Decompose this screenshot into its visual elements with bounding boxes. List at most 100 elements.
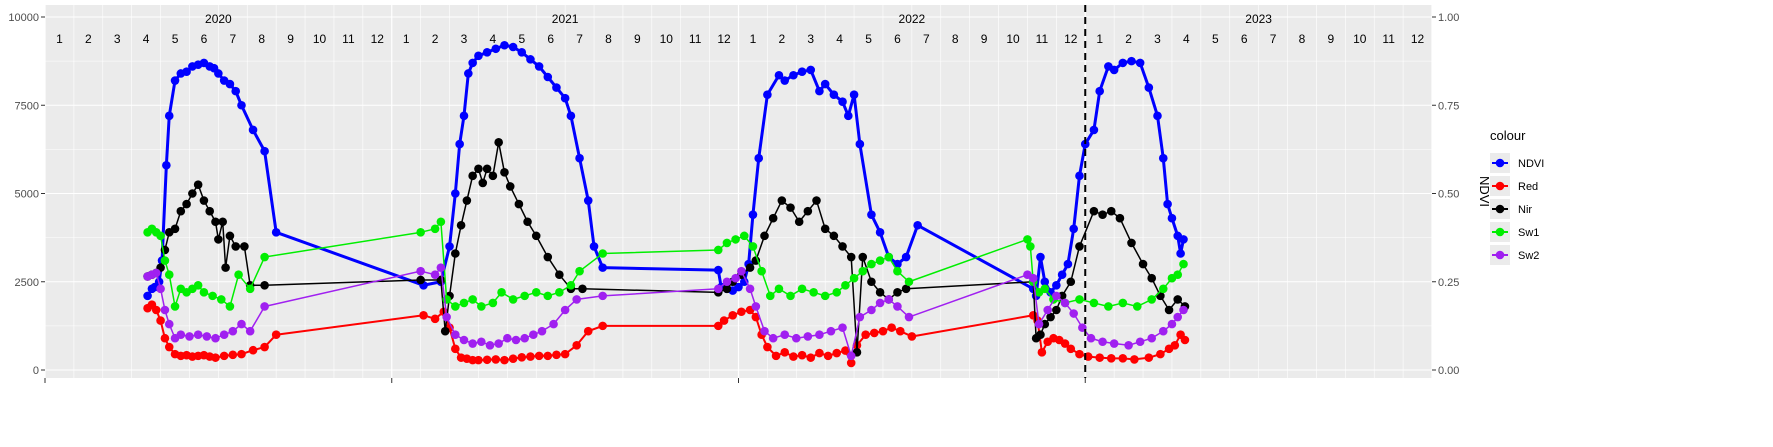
data-point-sw2 xyxy=(211,333,220,343)
data-point-red xyxy=(1144,353,1154,362)
data-point-nir xyxy=(456,220,466,230)
data-point-ndvi xyxy=(867,210,876,219)
data-point-red xyxy=(160,333,170,343)
data-point-nir xyxy=(777,196,787,205)
month-label: 5 xyxy=(172,32,179,46)
month-label: 9 xyxy=(981,32,988,46)
data-point-sw2 xyxy=(185,332,194,341)
data-point-sw2 xyxy=(1167,319,1177,329)
legend-item-nir: Nir xyxy=(1490,199,1532,219)
legend-label: Sw1 xyxy=(1518,227,1539,239)
data-point-ndvi xyxy=(797,67,807,77)
data-point-ndvi xyxy=(182,67,191,77)
legend-label: NDVI xyxy=(1518,158,1544,170)
data-point-sw1 xyxy=(820,291,830,301)
data-point-red xyxy=(832,348,842,358)
data-point-ndvi xyxy=(468,58,477,68)
data-point-nir xyxy=(182,199,191,209)
data-point-nir xyxy=(231,242,241,251)
data-point-ndvi xyxy=(849,90,859,99)
data-point-ndvi xyxy=(901,252,911,262)
data-point-sw1 xyxy=(1147,295,1157,304)
data-point-sw1 xyxy=(1023,235,1032,244)
data-point-ndvi xyxy=(552,83,561,92)
data-point-nir xyxy=(578,284,587,294)
data-point-sw2 xyxy=(1086,333,1096,343)
data-point-red xyxy=(870,328,879,338)
data-point-nir xyxy=(893,288,902,297)
data-point-red xyxy=(237,349,246,359)
data-point-nir xyxy=(440,326,450,336)
data-point-sw2 xyxy=(1043,305,1052,315)
data-point-red xyxy=(763,342,772,352)
legend-item-sw1: Sw1 xyxy=(1490,222,1539,242)
data-point-sw1 xyxy=(1179,259,1188,269)
data-point-ndvi xyxy=(815,86,824,96)
data-point-red xyxy=(878,326,888,336)
data-point-ndvi xyxy=(491,44,501,54)
data-point-sw2 xyxy=(260,302,269,311)
data-point-red xyxy=(780,348,790,357)
data-point-red xyxy=(1118,354,1128,363)
data-point-nir xyxy=(199,196,209,205)
year-label: 2022 xyxy=(899,12,926,26)
data-point-ndvi xyxy=(1057,270,1067,279)
data-point-nir xyxy=(514,199,524,209)
data-point-ndvi xyxy=(789,70,798,80)
y-tick-label-left: 10000 xyxy=(8,12,39,24)
month-label: 8 xyxy=(258,32,265,46)
data-point-sw1 xyxy=(555,288,564,297)
data-point-sw1 xyxy=(858,266,868,276)
data-point-ndvi xyxy=(844,111,853,121)
data-point-nir xyxy=(468,171,477,181)
data-point-sw2 xyxy=(1179,305,1188,315)
data-point-sw1 xyxy=(598,249,607,258)
data-point-sw1 xyxy=(731,235,740,244)
data-point-sw1 xyxy=(1158,284,1168,294)
month-label: 4 xyxy=(836,32,843,46)
data-point-red xyxy=(1180,335,1190,345)
data-point-nir xyxy=(221,263,230,272)
data-point-sw1 xyxy=(477,302,486,311)
data-point-ndvi xyxy=(748,210,758,219)
month-label: 12 xyxy=(717,32,731,46)
data-point-nir xyxy=(416,275,425,285)
data-point-red xyxy=(713,321,723,331)
data-point-sw1 xyxy=(722,238,732,248)
data-point-sw2 xyxy=(846,351,856,361)
data-point-sw2 xyxy=(503,333,512,343)
data-point-nir xyxy=(1052,305,1061,315)
month-label: 12 xyxy=(1064,32,1078,46)
data-point-ndvi xyxy=(1095,86,1104,96)
data-point-red xyxy=(887,323,896,332)
legend-key-point xyxy=(1495,158,1505,168)
month-label: 3 xyxy=(1154,32,1161,46)
data-point-nir xyxy=(1164,305,1174,315)
data-point-sw2 xyxy=(416,266,425,276)
data-point-sw2 xyxy=(1069,309,1078,318)
month-label: 8 xyxy=(605,32,612,46)
data-point-red xyxy=(534,351,544,361)
data-point-red xyxy=(1066,344,1076,354)
y-tick-label-left: 5000 xyxy=(15,189,39,201)
month-label: 11 xyxy=(342,32,355,46)
data-point-red xyxy=(474,355,483,365)
data-point-ndvi xyxy=(1036,252,1045,262)
data-point-ndvi xyxy=(1167,213,1177,223)
data-point-sw1 xyxy=(416,228,425,237)
month-label: 9 xyxy=(287,32,294,46)
data-point-nir xyxy=(786,203,795,212)
data-point-sw1 xyxy=(543,291,553,301)
data-point-ndvi xyxy=(875,228,885,237)
month-label: 4 xyxy=(490,32,497,46)
month-label: 10 xyxy=(1006,32,1020,46)
month-label: 4 xyxy=(1183,32,1190,46)
month-label: 11 xyxy=(1382,32,1395,46)
data-point-ndvi xyxy=(1089,125,1099,135)
month-label: 6 xyxy=(201,32,208,46)
data-point-nir xyxy=(722,284,732,294)
data-point-sw1 xyxy=(875,256,885,265)
month-label: 3 xyxy=(807,32,814,46)
year-label: 2021 xyxy=(552,12,579,26)
data-point-sw2 xyxy=(202,332,212,341)
